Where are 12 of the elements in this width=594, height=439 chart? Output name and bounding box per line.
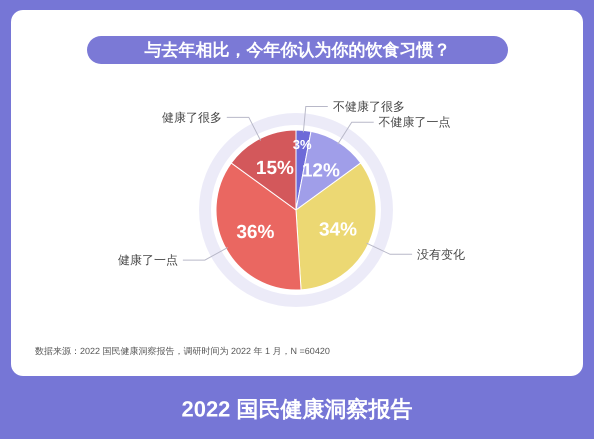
data-label: 34%	[318, 219, 358, 240]
slice-label: 健康了很多	[162, 110, 222, 124]
data-label: 15%	[256, 158, 294, 180]
data-label: 36%	[236, 222, 274, 243]
data-label: 12%	[302, 160, 340, 182]
slice-label: 不健康了一点	[378, 115, 451, 130]
source-note: 数据来源：2022 国民健康洞察报告，调研时间为 2022 年 1 月，N =60420	[35, 346, 330, 356]
chart-title: 与去年相比，今年你认为你的饮食习惯？	[144, 40, 450, 60]
slice-label: 没有变化	[417, 247, 466, 262]
slice-label: 不健康了很多	[332, 99, 405, 114]
text: 2022 国民健康洞察报告	[181, 396, 413, 422]
slice-label: 健康了一点	[118, 253, 178, 268]
